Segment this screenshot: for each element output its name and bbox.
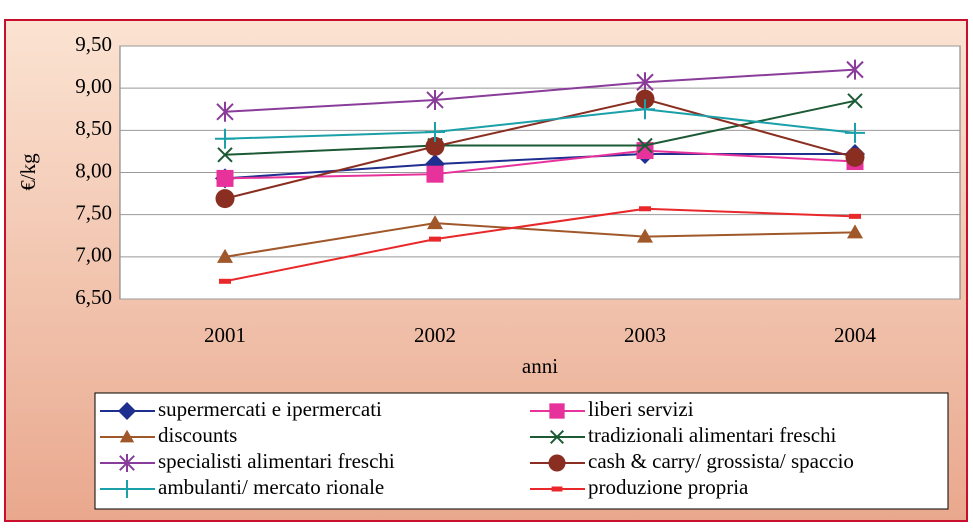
legend-label: discounts: [158, 423, 237, 447]
marker: [118, 480, 136, 498]
marker: [426, 89, 444, 110]
marker: [215, 128, 235, 149]
marker: [549, 429, 565, 445]
series-line: [224, 68, 856, 113]
y-tick-label: 8,50: [75, 116, 112, 140]
series-line: [224, 207, 856, 283]
marker: [636, 72, 654, 93]
marker: [847, 224, 863, 239]
marker: [119, 454, 135, 472]
x-tick-label: 2002: [414, 323, 456, 347]
y-tick-label: 7,00: [75, 243, 112, 267]
marker: [427, 215, 443, 230]
marker: [548, 454, 566, 472]
marker: [847, 93, 863, 109]
series-line: [224, 98, 856, 200]
legend-label: produzione propria: [588, 475, 749, 499]
legend: [94, 392, 949, 510]
legend-label: supermercati e ipermercati: [158, 397, 382, 421]
marker: [637, 137, 653, 154]
marker: [849, 213, 861, 219]
series-line: [224, 222, 856, 258]
y-tick-label: 6,50: [75, 285, 112, 309]
marker: [217, 147, 233, 163]
x-axis-label: anni: [522, 354, 558, 378]
marker: [637, 228, 653, 243]
marker: [425, 122, 445, 143]
marker: [216, 169, 234, 187]
series-line: [224, 152, 855, 180]
x-tick-label: 2001: [204, 323, 246, 347]
marker: [845, 122, 865, 143]
y-axis-label: €/kg: [16, 153, 40, 191]
marker: [635, 99, 655, 120]
marker: [845, 147, 865, 167]
series-line: [224, 108, 856, 140]
marker: [551, 486, 563, 492]
x-tick-label: 2003: [624, 323, 666, 347]
marker: [549, 403, 565, 419]
marker: [118, 402, 136, 420]
y-tick-label: 7,50: [75, 200, 112, 224]
marker: [219, 278, 231, 284]
y-tick-label: 8,00: [75, 158, 112, 182]
series-line: [224, 99, 856, 156]
legend-label: cash & carry/ grossista/ spaccio: [588, 449, 854, 473]
marker: [217, 248, 233, 263]
y-tick-label: 9,00: [75, 74, 112, 98]
series-line: [224, 149, 856, 180]
marker: [635, 89, 655, 109]
marker: [216, 101, 234, 122]
legend-label: specialisti alimentari freschi: [158, 449, 395, 473]
legend-label: tradizionali alimentari freschi: [588, 423, 837, 447]
marker: [429, 236, 441, 242]
x-tick-label: 2004: [834, 323, 877, 347]
marker: [425, 136, 445, 156]
legend-label: liberi servizi: [588, 397, 694, 421]
marker: [639, 206, 651, 212]
marker: [215, 189, 235, 209]
marker: [426, 165, 444, 183]
y-tick-label: 9,50: [75, 32, 112, 56]
legend-label: ambulanti/ mercato rionale: [158, 475, 384, 499]
marker: [119, 429, 135, 443]
marker: [846, 59, 864, 80]
